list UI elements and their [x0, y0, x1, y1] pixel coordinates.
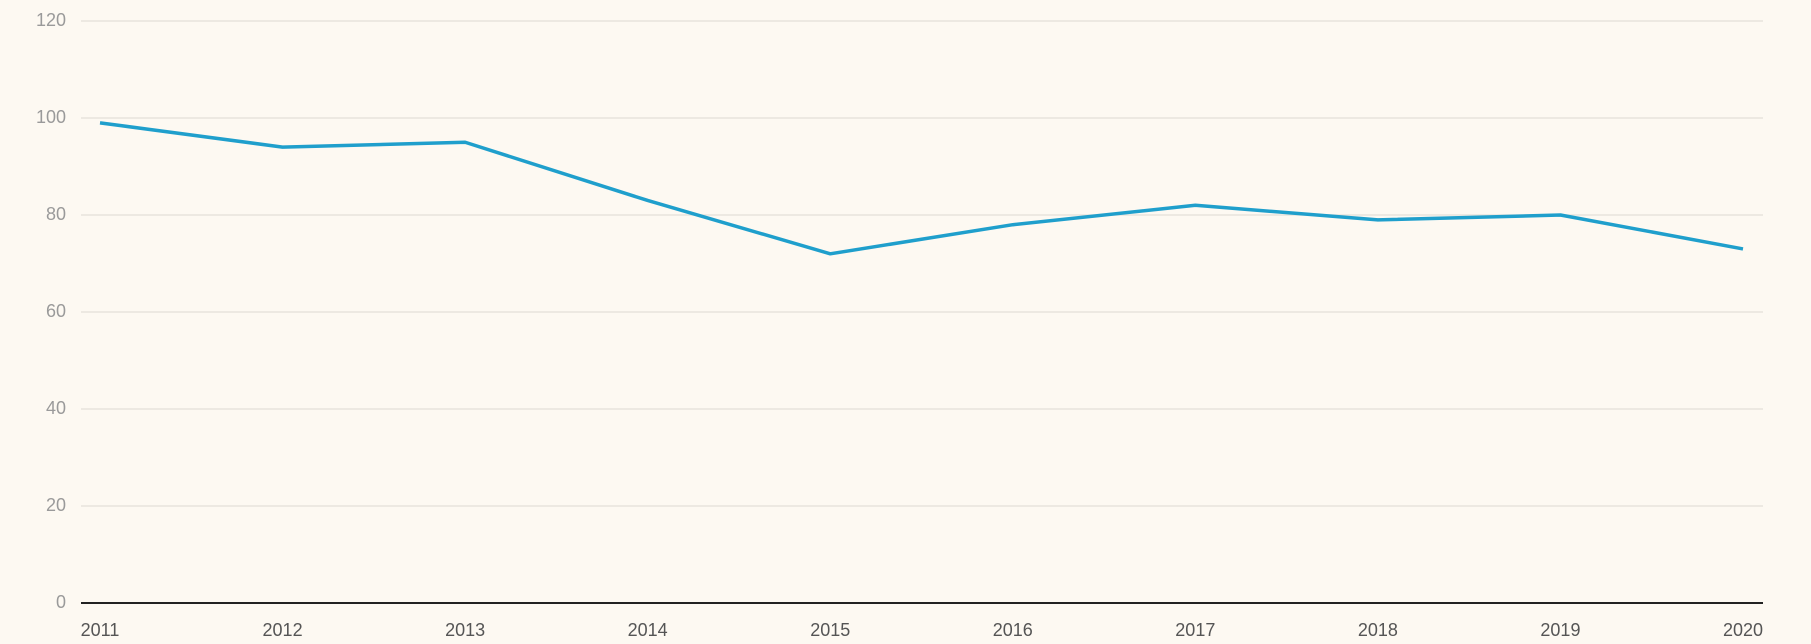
y-tick-label: 60 — [46, 301, 66, 321]
x-tick-label: 2014 — [628, 620, 668, 640]
y-tick-label: 0 — [56, 592, 66, 612]
y-tick-label: 100 — [36, 107, 66, 127]
x-tick-label: 2017 — [1175, 620, 1215, 640]
x-tick-label: 2013 — [445, 620, 485, 640]
x-tick-label: 2020 — [1723, 620, 1763, 640]
y-tick-label: 40 — [46, 398, 66, 418]
x-tick-label: 2012 — [263, 620, 303, 640]
y-tick-label: 80 — [46, 204, 66, 224]
x-tick-label: 2019 — [1540, 620, 1580, 640]
x-tick-label: 2016 — [993, 620, 1033, 640]
x-tick-label: 2018 — [1358, 620, 1398, 640]
line — [99, 121, 1744, 256]
x-tick-label: 2015 — [810, 620, 850, 640]
y-tick-label: 20 — [46, 495, 66, 515]
y-tick-label: 120 — [36, 10, 66, 30]
x-tick-label: 2011 — [81, 620, 120, 640]
